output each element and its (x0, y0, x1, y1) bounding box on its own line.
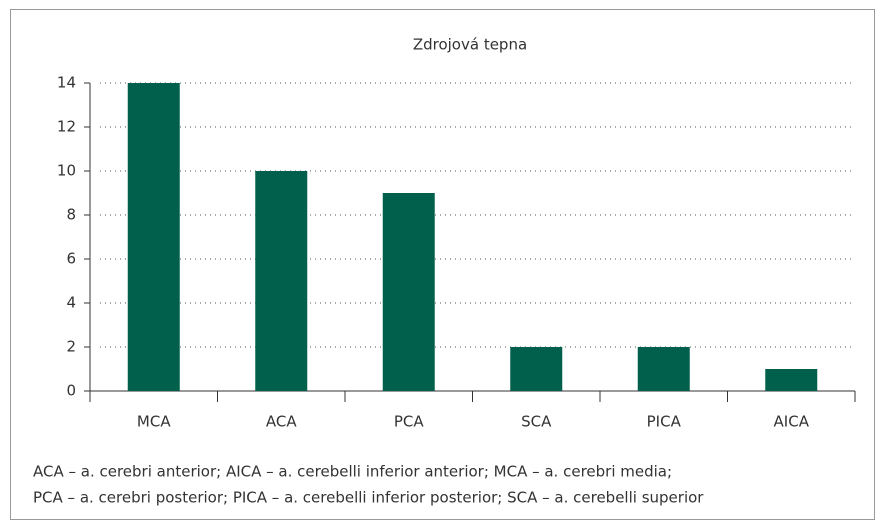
frame (10, 9, 875, 520)
x-tick-label: MCA (137, 413, 171, 431)
y-tick-label: 0 (66, 382, 76, 400)
chart-title: Zdrojová tepna (413, 36, 527, 54)
x-tick-label: ACA (266, 413, 297, 431)
y-tick-label: 10 (57, 162, 76, 180)
bar (255, 171, 308, 391)
footnote: PCA – a. cerebri posterior; PICA – a. ce… (33, 489, 704, 507)
y-tick-label: 14 (57, 74, 76, 92)
bar (382, 193, 435, 391)
x-tick-label: AICA (774, 413, 810, 431)
y-tick-label: 8 (66, 206, 76, 224)
y-tick-label: 2 (66, 338, 76, 356)
bar (510, 347, 563, 391)
x-tick-label: SCA (521, 413, 552, 431)
y-tick-label: 4 (66, 294, 76, 312)
bar (637, 347, 690, 391)
x-tick-label: PICA (647, 413, 682, 431)
x-tick-label: PCA (394, 413, 425, 431)
bar (765, 369, 818, 391)
footnote: ACA – a. cerebri anterior; AICA – a. cer… (33, 463, 672, 481)
y-tick-label: 6 (66, 250, 76, 268)
bar (127, 83, 180, 391)
y-tick-label: 12 (57, 118, 76, 136)
